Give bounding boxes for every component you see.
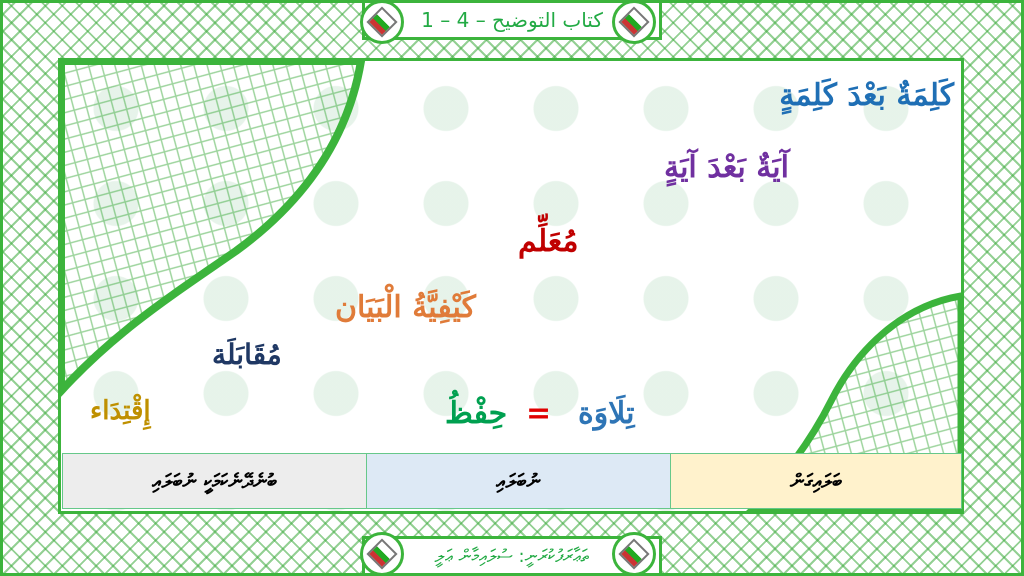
word-tilawa: تِلَاوَة (578, 396, 635, 431)
logo-icon (612, 0, 656, 44)
corner-ornament-top-left (61, 61, 366, 397)
table-cell: ބުނެދޭނެކަމަކީ ނުބަލައި (62, 453, 367, 509)
translation-table: ބުނެދޭނެކަމަކީ ނުބަލައި ނުބަލައި ބަލައިގ… (62, 453, 962, 509)
logo-icon (360, 532, 404, 576)
corner-ornaments (61, 61, 961, 511)
word-kalima: كَلِمَةٌ بَعْدَ كَلِمَةٍ (779, 78, 954, 113)
logo-icon (360, 0, 404, 44)
table-cell: ނުބަލައި (366, 453, 671, 509)
word-aya: آيَةٌ بَعْدَ آيَةٍ (664, 150, 789, 185)
logo-icon (612, 532, 656, 576)
table-cell: ބަލައިގަން (670, 453, 962, 509)
title-banner: كتاب التوضيح – 4 – 1 (362, 0, 662, 40)
slide-content (58, 58, 964, 514)
word-muallim: مُعَلِّم (518, 224, 579, 259)
word-iqtida: إِقْتِدَاء (90, 396, 151, 426)
word-kayfiyya: كَيْفِيَّةُ الْبَيَان (335, 290, 476, 325)
word-muqabala: مُقَابَلَة (212, 338, 282, 371)
word-hifz: حِفْظُ (445, 396, 508, 431)
equals-sign: = (526, 396, 552, 431)
slide-title: كتاب التوضيح – 4 – 1 (421, 8, 603, 32)
footer-text: ތަޢާރަފުކުރަނީ: ސުލައިމާން ޢަލީ (434, 545, 590, 567)
